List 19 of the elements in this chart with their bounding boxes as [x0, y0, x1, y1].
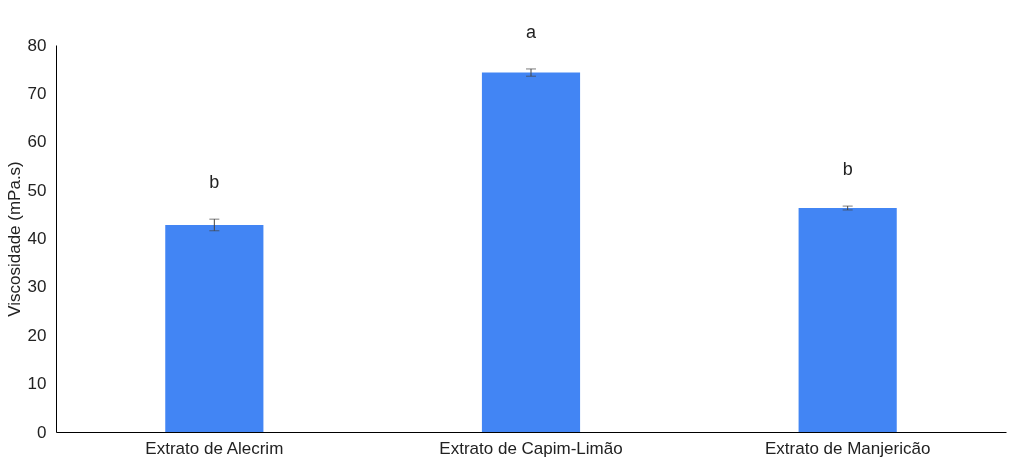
y-tick-label: 10	[27, 374, 47, 394]
text: a	[525, 21, 537, 42]
x-tick-label: Extrato de Alecrim	[145, 438, 284, 458]
y-tick-label: 50	[27, 180, 47, 200]
y-tick-label: 0	[37, 422, 47, 442]
y-tick-label: 20	[27, 325, 47, 345]
bar	[481, 72, 581, 432]
y-tick-label: 30	[27, 277, 47, 297]
x-tick-label: Extrato de Manjericão	[764, 438, 931, 458]
y-tick-label: 40	[27, 229, 47, 248]
y-tick-label: 70	[27, 83, 47, 103]
y-axis-title: Viscosidade (mPa.s)	[4, 161, 24, 317]
bar	[798, 208, 897, 432]
bar	[165, 224, 264, 432]
y-tick-label: 80	[27, 35, 47, 55]
annotation: b	[209, 172, 220, 193]
annotation: b	[842, 159, 853, 180]
x-tick-label: Extrato de Capim-Limão	[439, 438, 623, 458]
y-tick-label: 60	[27, 132, 47, 152]
